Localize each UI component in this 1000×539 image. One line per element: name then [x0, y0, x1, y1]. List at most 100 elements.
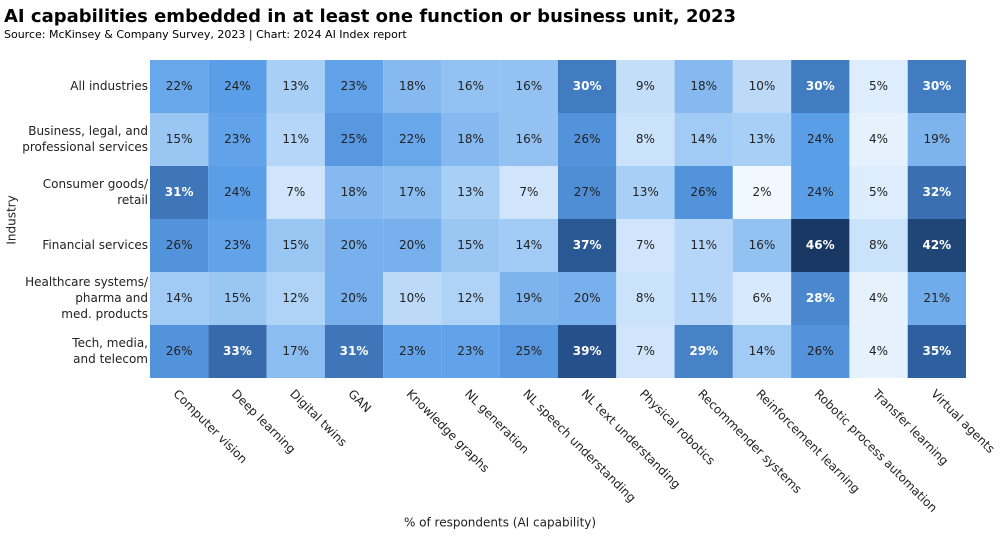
value-label: 12%	[457, 291, 484, 305]
value-label: 2%	[752, 185, 771, 199]
heatmap-cell	[383, 166, 442, 219]
value-label: 28%	[806, 291, 835, 305]
value-label: 14%	[749, 344, 776, 358]
heatmap-cell	[266, 325, 325, 378]
heatmap-cell	[383, 272, 442, 325]
heatmap-cell	[732, 325, 792, 378]
value-label: 24%	[224, 185, 251, 199]
value-label: 18%	[690, 79, 717, 93]
heatmap-cell	[616, 166, 675, 219]
value-label: 46%	[806, 238, 835, 252]
value-label: 26%	[166, 344, 193, 358]
heatmap-cell	[674, 60, 733, 113]
heatmap-cell	[383, 60, 442, 113]
heatmap-cell	[791, 60, 850, 113]
value-label: 23%	[341, 79, 368, 93]
heatmap-cell	[907, 272, 966, 325]
heatmap-cell	[674, 272, 733, 325]
heatmap-cell	[441, 272, 500, 325]
value-label: 30%	[806, 79, 835, 93]
heatmap-cell	[558, 325, 617, 378]
heatmap-cell	[150, 60, 209, 113]
heatmap-cell	[732, 219, 792, 272]
heatmap-cell	[324, 325, 384, 378]
value-label: 18%	[399, 79, 426, 93]
value-label: 14%	[690, 132, 717, 146]
heatmap-cell	[150, 325, 209, 378]
heatmap-cell	[732, 272, 792, 325]
value-label: 17%	[399, 185, 426, 199]
chart-subtitle: Source: McKinsey & Company Survey, 2023 …	[4, 28, 407, 41]
heatmap-cell	[558, 166, 617, 219]
heatmap-cell	[324, 60, 384, 113]
heatmap-cell	[266, 272, 325, 325]
y-tick-label: All industries	[70, 79, 148, 93]
value-label: 30%	[573, 79, 602, 93]
chart-title: AI capabilities embedded in at least one…	[4, 6, 736, 27]
value-label: 23%	[224, 132, 251, 146]
value-label: 15%	[224, 291, 251, 305]
value-label: 24%	[807, 132, 834, 146]
value-label: 31%	[340, 344, 369, 358]
heatmap-cell	[150, 272, 209, 325]
heatmap-cell	[907, 166, 966, 219]
value-label: 16%	[749, 238, 776, 252]
value-label: 6%	[752, 291, 771, 305]
y-tick-label: Healthcare systems/	[25, 275, 149, 289]
heatmap-cell	[441, 219, 500, 272]
heatmap-cell	[791, 325, 850, 378]
heatmap-cell	[674, 113, 733, 166]
value-label: 32%	[922, 185, 951, 199]
heatmap-cell	[208, 219, 267, 272]
heatmap-cell	[849, 60, 908, 113]
heatmap-cell	[266, 113, 325, 166]
heatmap-cell	[732, 113, 792, 166]
value-label: 22%	[399, 132, 426, 146]
value-label: 29%	[689, 344, 718, 358]
heatmap-cell	[907, 60, 966, 113]
heatmap-cell	[441, 325, 500, 378]
heatmap-cell	[150, 219, 209, 272]
heatmap-cell	[616, 219, 675, 272]
y-tick-label: Business, legal, and	[28, 124, 148, 138]
heatmap-cell	[383, 219, 442, 272]
heatmap-cell	[150, 166, 209, 219]
heatmap-cell	[499, 166, 558, 219]
y-tick-label: Financial services	[42, 238, 148, 252]
value-label: 13%	[749, 132, 776, 146]
value-label: 4%	[869, 132, 888, 146]
y-axis-label: Industry	[5, 195, 19, 244]
heatmap-cell	[849, 325, 908, 378]
value-label: 8%	[636, 291, 655, 305]
value-label: 13%	[282, 79, 309, 93]
heatmap-cell	[616, 325, 675, 378]
x-axis-label: % of respondents (AI capability)	[404, 516, 596, 530]
heatmap-cell	[674, 219, 733, 272]
value-label: 23%	[224, 238, 251, 252]
value-label: 15%	[166, 132, 193, 146]
value-label: 16%	[516, 79, 543, 93]
value-label: 7%	[636, 238, 655, 252]
value-label: 20%	[574, 291, 601, 305]
value-label: 26%	[166, 238, 193, 252]
value-label: 25%	[341, 132, 368, 146]
value-label: 24%	[807, 185, 834, 199]
value-label: 15%	[457, 238, 484, 252]
heatmap-cell	[383, 325, 442, 378]
value-label: 42%	[922, 238, 951, 252]
y-tick-label: Tech, media,	[71, 336, 148, 350]
value-label: 16%	[457, 79, 484, 93]
x-tick-label: NL speech understanding	[520, 387, 638, 505]
heatmap-cell	[558, 272, 617, 325]
y-tick-label: med. products	[61, 307, 148, 321]
heatmap-cell	[616, 272, 675, 325]
value-label: 18%	[457, 132, 484, 146]
value-label: 11%	[690, 238, 717, 252]
value-label: 12%	[282, 291, 309, 305]
heatmap-cell	[616, 113, 675, 166]
heatmap-cell	[499, 219, 558, 272]
value-label: 39%	[573, 344, 602, 358]
y-tick-label: professional services	[22, 140, 148, 154]
heatmap-cell	[907, 219, 966, 272]
value-label: 16%	[516, 132, 543, 146]
